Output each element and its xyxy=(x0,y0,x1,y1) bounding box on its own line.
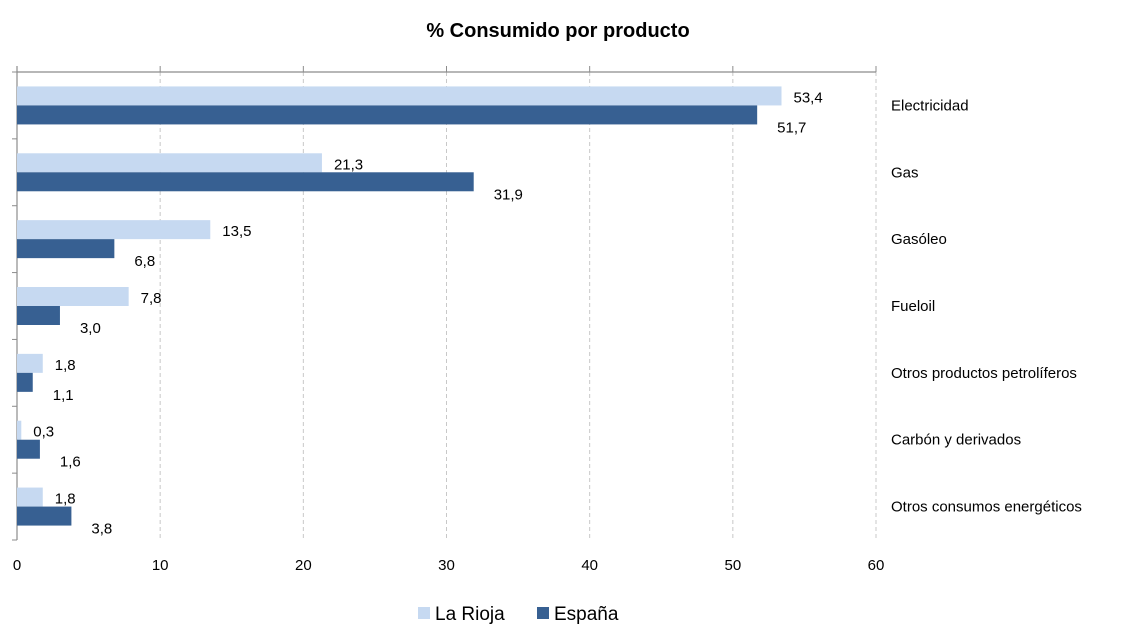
bar-la-rioja xyxy=(17,287,129,306)
gridlines xyxy=(159,72,877,540)
data-label: 53,4 xyxy=(794,89,823,106)
x-tick-label: 0 xyxy=(13,557,21,574)
category-label: Fueloil xyxy=(891,298,935,315)
x-tick-label: 30 xyxy=(438,557,455,574)
x-tick-label: 50 xyxy=(724,557,741,574)
data-label: 31,9 xyxy=(494,186,523,203)
bar-espana xyxy=(17,372,33,392)
legend-label: España xyxy=(554,604,619,625)
data-label: 3,8 xyxy=(91,521,112,538)
category-label: Otros consumos energéticos xyxy=(891,499,1082,516)
bar-espana xyxy=(17,172,474,192)
legend: La Rioja España xyxy=(418,604,619,625)
bar-espana xyxy=(17,439,40,459)
category-labels: Electricidad Gas Gasóleo Fueloil Otros produ… xyxy=(891,97,1082,515)
bars xyxy=(17,86,782,526)
legend-label: La Rioja xyxy=(435,604,505,625)
bar-la-rioja xyxy=(17,220,211,240)
data-label: 1,6 xyxy=(60,454,81,471)
chart-title: % Consumido por producto xyxy=(426,20,689,42)
category-label: Gas xyxy=(891,164,919,181)
category-label: Electricidad xyxy=(891,97,969,114)
data-label: 51,7 xyxy=(777,119,806,136)
bar-la-rioja xyxy=(17,487,43,507)
legend-swatch xyxy=(537,607,549,619)
bar-la-rioja xyxy=(17,86,782,106)
category-label: Gasóleo xyxy=(891,231,947,248)
legend-swatch xyxy=(418,607,430,619)
data-label: 6,8 xyxy=(134,253,155,270)
bar-espana xyxy=(17,306,60,325)
x-tick-label: 20 xyxy=(295,557,312,574)
bar-espana xyxy=(17,105,758,125)
data-label: 13,5 xyxy=(222,223,251,240)
data-label: 0,3 xyxy=(33,424,54,441)
data-label: 3,0 xyxy=(80,320,101,337)
bar-la-rioja xyxy=(17,153,322,173)
data-label: 21,3 xyxy=(334,156,363,173)
x-tick-labels: 0 10 20 30 40 50 60 xyxy=(13,557,885,574)
data-label: 1,8 xyxy=(55,491,76,508)
x-tick-label: 10 xyxy=(152,557,169,574)
bar-espana xyxy=(17,239,115,259)
category-label: Carbón y derivados xyxy=(891,432,1021,449)
data-label: 1,8 xyxy=(55,357,76,374)
data-label: 7,8 xyxy=(141,290,162,307)
x-tick-label: 40 xyxy=(581,557,598,574)
x-tick-label: 60 xyxy=(868,557,885,574)
data-labels: 53,4 51,7 21,3 31,9 13,5 6,8 7,8 3,0 1,8 1,1 0,3 1,… xyxy=(33,89,822,537)
category-label: Otros productos petrolíferos xyxy=(891,365,1077,382)
data-label: 1,1 xyxy=(53,387,74,404)
bar-la-rioja xyxy=(17,420,22,440)
bar-la-rioja xyxy=(17,353,43,373)
bar-espana xyxy=(17,506,72,526)
